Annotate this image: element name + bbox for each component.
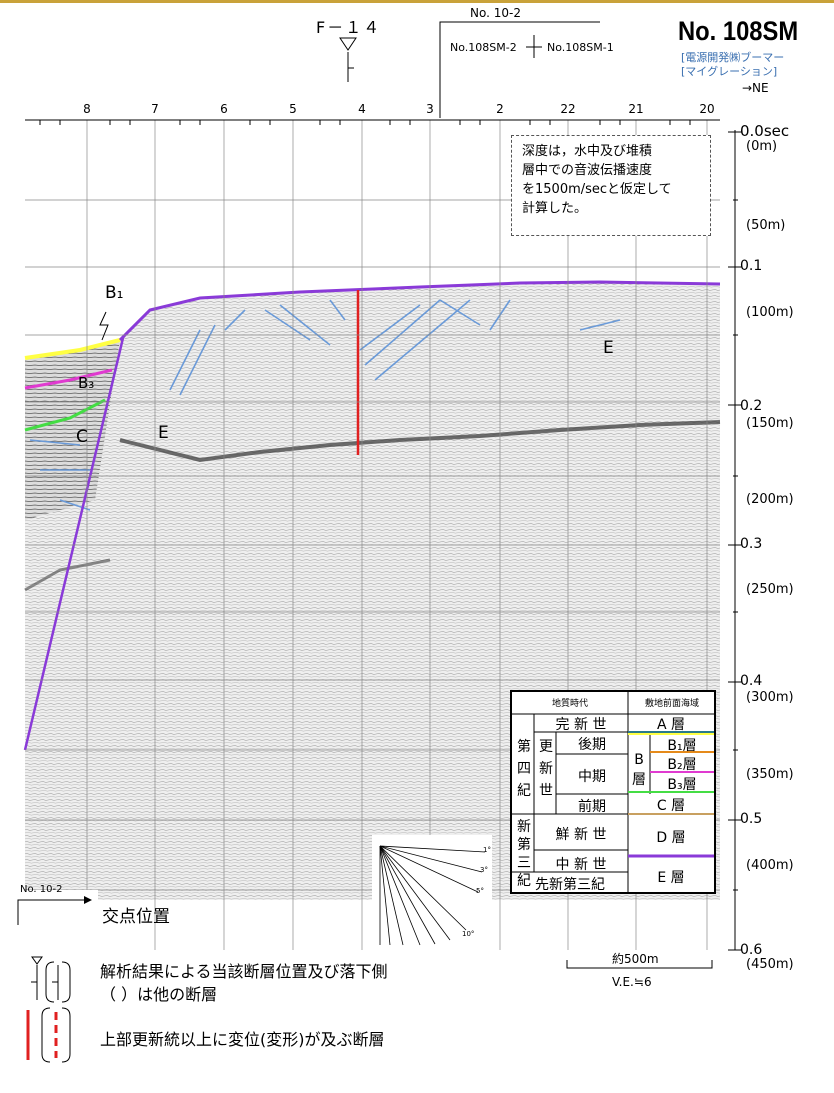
- layer-a: A 層: [656, 717, 686, 733]
- active-fault-legend-icon: [26, 1007, 71, 1063]
- depth-m-label: (250m): [746, 582, 794, 597]
- label-b1: B₁: [105, 283, 124, 303]
- crossing-legend-label: 交点位置: [102, 907, 170, 927]
- middle: 中期: [578, 769, 606, 785]
- label-e-left: E: [158, 423, 169, 443]
- depth-m-label: (100m): [746, 305, 794, 320]
- trace-number: 20: [699, 102, 715, 116]
- direction-label: →NE: [742, 81, 769, 95]
- subtitle-1: [電源開発㈱ブーマー: [681, 51, 785, 64]
- right-line-label: No.108SM-1: [547, 41, 614, 54]
- fault-triangle-icon: [339, 37, 357, 51]
- early: 前期: [578, 799, 606, 815]
- label-b3: B₃: [78, 374, 95, 392]
- c-horizon: [24, 398, 106, 432]
- header-accent-bar: [0, 0, 834, 3]
- fault-line: [23, 337, 125, 751]
- crossing-line-label: No. 10-2: [470, 6, 521, 20]
- dip-label: 10°: [462, 930, 475, 938]
- deep-reflector: [24, 558, 111, 592]
- dip-fan-icon: [372, 835, 492, 951]
- vertical-exaggeration: V.E.≒6: [612, 975, 652, 989]
- pleistocene: 更新世: [539, 739, 553, 799]
- layer-c: C 層: [656, 798, 686, 814]
- crossing-legend-line: No. 10-2: [20, 884, 63, 895]
- b1-horizon: [24, 338, 121, 360]
- depth-sec-label: 0.2: [740, 398, 763, 414]
- depth-m-label: (150m): [746, 416, 794, 431]
- b3-horizon: [24, 368, 113, 390]
- subtitle-2: [マイグレーション]: [681, 65, 778, 78]
- depth-m-label: (200m): [746, 492, 794, 507]
- depth-ticks: [728, 131, 742, 951]
- header-area: 敷地前面海域: [644, 699, 699, 709]
- ruler-ticks: [39, 120, 691, 125]
- layer-b2: B₂層: [667, 757, 697, 773]
- crossing-legend-icon: [17, 899, 90, 925]
- left-line-label: No.108SM-2: [450, 41, 517, 54]
- trace-number: 2: [496, 102, 504, 116]
- layer-b3: B₃層: [667, 777, 697, 793]
- note-line: 層中での音波伝播速度: [522, 163, 653, 178]
- miocene: 中 新 世: [555, 857, 607, 873]
- neogene: 新第三紀: [517, 819, 531, 889]
- label-e-right: E: [603, 338, 614, 358]
- fault-legend-icon: [31, 956, 71, 1003]
- holocene: 完 新 世: [555, 717, 607, 733]
- header-age: 地質時代: [551, 699, 588, 709]
- depth-m-label: (400m): [746, 858, 794, 873]
- depth-sec-label: 0.3: [740, 536, 763, 552]
- trace-number: 8: [83, 102, 91, 116]
- depth-m-label: (350m): [746, 767, 794, 782]
- scale-length: 約500m: [612, 952, 659, 966]
- velocity-note: 深度は，水中及び堆積 層中での音波伝播速度 を1500m/secと仮定して 計算…: [511, 135, 711, 236]
- note-line: 深度は，水中及び堆積: [522, 144, 653, 159]
- depth-sec-label: 0.4: [740, 673, 763, 689]
- trace-number: 4: [358, 102, 366, 116]
- dip-label: 1°: [483, 846, 491, 854]
- trace-number: 3: [426, 102, 434, 116]
- layer-e: E 層: [657, 870, 685, 886]
- depth-sec-label: 0.6: [740, 942, 763, 958]
- stratigraphy-table: 地質時代 敷地前面海域 完 新 世 第四紀 更新世 後期 中期 前期 B層 新第…: [510, 690, 716, 894]
- seafloor-line: [118, 280, 721, 342]
- depth-m-label: (300m): [746, 690, 794, 705]
- trace-number: 5: [289, 102, 297, 116]
- note-line: を1500m/secと仮定して: [522, 182, 672, 197]
- note-line: 計算した。: [522, 201, 588, 216]
- trace-number: 22: [560, 102, 576, 116]
- trace-number: 6: [220, 102, 228, 116]
- crossing-bracket: [439, 21, 600, 118]
- trace-number: 7: [151, 102, 159, 116]
- fault-name: F－１４: [316, 18, 382, 37]
- depth-m-label: (0m): [746, 139, 778, 154]
- trace-number: 21: [628, 102, 644, 116]
- scale-bar-line: [566, 960, 713, 969]
- strong-reflector: [119, 420, 721, 463]
- layer-d: D 層: [656, 830, 686, 846]
- active-fault-legend-text: 上部更新統以上に変位(変形)が及ぶ断層: [100, 1030, 385, 1049]
- depth-sec-label: 0.0sec: [740, 122, 790, 140]
- fault-legend-text: 解析結果による当該断層位置及び落下側: [100, 962, 388, 981]
- page-title: No. 108SM: [678, 16, 799, 46]
- depth-sec-label: 0.5: [740, 811, 763, 827]
- depth-m-label: (50m): [746, 218, 786, 233]
- pliocene: 鮮 新 世: [555, 827, 607, 843]
- dip-label: 3°: [480, 866, 488, 874]
- pre-neogene: 先新第三紀: [535, 877, 605, 893]
- table-grid: [512, 692, 714, 892]
- label-c: C: [76, 427, 88, 447]
- other-fault-legend-text: （ ）は他の断層: [100, 985, 218, 1004]
- depth-m-label: (450m): [746, 957, 794, 972]
- b-group: B層: [632, 752, 646, 788]
- dip-label: 5°: [476, 887, 484, 895]
- depth-sec-label: 0.1: [740, 258, 763, 274]
- layer-b1: B₁層: [667, 738, 697, 754]
- quaternary: 第四紀: [517, 739, 531, 799]
- b1-pointer: [99, 311, 109, 341]
- late: 後期: [578, 737, 606, 753]
